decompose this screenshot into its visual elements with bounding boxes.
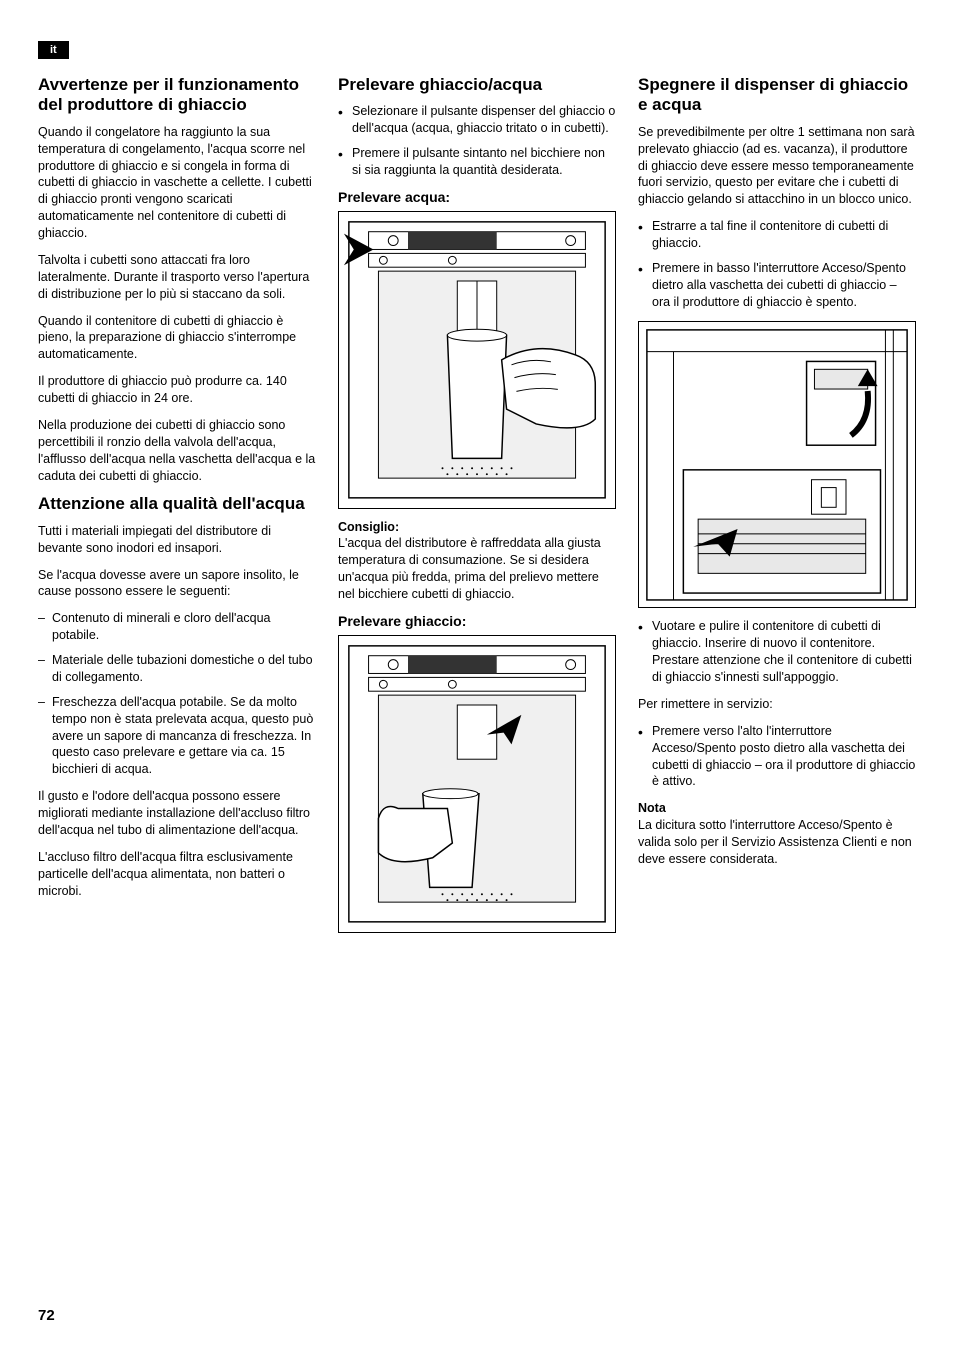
tip-text: L'acqua del distributore è raffreddata a… bbox=[338, 536, 601, 601]
dispense-steps: Selezionare il pulsante dispenser del gh… bbox=[338, 103, 616, 179]
paragraph: Il gusto e l'odore dell'acqua possono es… bbox=[38, 788, 316, 839]
paragraph: Se l'acqua dovesse avere un sapore insol… bbox=[38, 567, 316, 601]
paragraph: Il produttore di ghiaccio può produrre c… bbox=[38, 373, 316, 407]
list-item: Premere verso l'alto l'interruttore Acce… bbox=[638, 723, 916, 791]
paragraph: Per rimettere in servizio: bbox=[638, 696, 916, 713]
column-1: Avvertenze per il funzionamento del prod… bbox=[38, 75, 316, 943]
column-3: Spegnere il dispenser di ghiaccio e acqu… bbox=[638, 75, 916, 943]
heading-dispense-water: Prelevare acqua: bbox=[338, 189, 616, 205]
language-tag: it bbox=[38, 41, 69, 59]
paragraph: L'accluso filtro dell'acqua filtra esclu… bbox=[38, 849, 316, 900]
paragraph: Se prevedibilmente per oltre 1 settimana… bbox=[638, 124, 916, 208]
paragraph: Nella produzione dei cubetti di ghiaccio… bbox=[38, 417, 316, 485]
note-label: Nota bbox=[638, 801, 666, 815]
heading-water-quality: Attenzione alla qualità dell'acqua bbox=[38, 494, 316, 514]
list-item: Contenuto di minerali e cloro dell'acqua… bbox=[38, 610, 316, 644]
page-number: 72 bbox=[38, 1307, 55, 1324]
tip-label: Consiglio: bbox=[338, 520, 399, 534]
heading-dispense: Prelevare ghiaccio/acqua bbox=[338, 75, 616, 95]
list-item: Freschezza dell'acqua potabile. Se da mo… bbox=[38, 694, 316, 778]
tip-paragraph: Consiglio: L'acqua del distributore è ra… bbox=[338, 519, 616, 603]
turnoff-steps: Estrarre a tal fine il contenitore di cu… bbox=[638, 218, 916, 310]
paragraph: Quando il congelatore ha raggiunto la su… bbox=[38, 124, 316, 242]
list-item: Estrarre a tal fine il contenitore di cu… bbox=[638, 218, 916, 252]
list-item: Materiale delle tubazioni domestiche o d… bbox=[38, 652, 316, 686]
figure-ice-maker-switch bbox=[638, 321, 916, 609]
figure-dispense-water bbox=[338, 211, 616, 509]
turnoff-steps-2: Vuotare e pulire il contenitore di cubet… bbox=[638, 618, 916, 686]
heading-dispense-ice: Prelevare ghiaccio: bbox=[338, 613, 616, 629]
note-paragraph: Nota La dicitura sotto l'interruttore Ac… bbox=[638, 800, 916, 868]
figure-dispense-ice bbox=[338, 635, 616, 933]
note-text: La dicitura sotto l'interruttore Acceso/… bbox=[638, 818, 912, 866]
heading-turn-off-dispenser: Spegnere il dispenser di ghiaccio e acqu… bbox=[638, 75, 916, 116]
paragraph: Tutti i materiali impiegati del distribu… bbox=[38, 523, 316, 557]
list-item: Selezionare il pulsante dispenser del gh… bbox=[338, 103, 616, 137]
restart-steps: Premere verso l'alto l'interruttore Acce… bbox=[638, 723, 916, 791]
paragraph: Quando il contenitore di cubetti di ghia… bbox=[38, 313, 316, 364]
list-item: Premere il pulsante sintanto nel bicchie… bbox=[338, 145, 616, 179]
heading-operation-warnings: Avvertenze per il funzionamento del prod… bbox=[38, 75, 316, 116]
water-causes-list: Contenuto di minerali e cloro dell'acqua… bbox=[38, 610, 316, 778]
column-2: Prelevare ghiaccio/acqua Selezionare il … bbox=[338, 75, 616, 943]
list-item: Vuotare e pulire il contenitore di cubet… bbox=[638, 618, 916, 686]
content-columns: Avvertenze per il funzionamento del prod… bbox=[38, 75, 916, 943]
paragraph: Talvolta i cubetti sono attaccati fra lo… bbox=[38, 252, 316, 303]
list-item: Premere in basso l'interruttore Acceso/S… bbox=[638, 260, 916, 311]
